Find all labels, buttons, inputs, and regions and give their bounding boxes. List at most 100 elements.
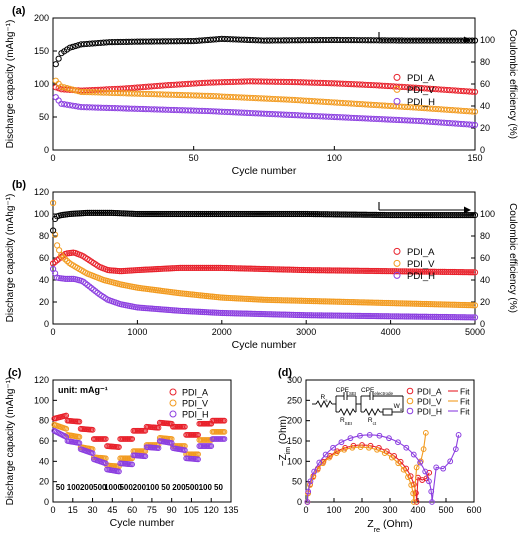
data-point — [356, 211, 364, 218]
data-point — [158, 265, 166, 272]
data-point — [346, 298, 353, 306]
data-point — [336, 298, 343, 305]
data-point — [381, 313, 388, 320]
data-point — [231, 265, 238, 272]
data-point — [389, 300, 396, 307]
data-point — [389, 212, 396, 219]
data-point — [348, 298, 355, 306]
x-axis-label: Cycle number — [232, 165, 297, 177]
data-point — [467, 269, 475, 276]
data-point — [437, 301, 444, 308]
data-point — [423, 268, 430, 275]
data-point — [268, 296, 275, 304]
data-point — [411, 268, 418, 275]
data-point — [320, 312, 327, 319]
data-point — [379, 211, 386, 219]
data-point — [362, 211, 370, 218]
data-point — [122, 267, 129, 274]
data-point — [421, 212, 428, 219]
data-point — [413, 212, 420, 219]
data-point — [75, 88, 82, 95]
data-point — [465, 269, 473, 276]
data-point — [251, 265, 259, 272]
data-point — [245, 295, 253, 303]
data-point — [130, 210, 137, 217]
data-point — [344, 211, 351, 218]
data-point — [249, 296, 257, 303]
warburg-element — [382, 408, 393, 416]
data-point — [407, 473, 414, 480]
data-point — [140, 304, 148, 312]
data-point — [129, 436, 136, 442]
data-point — [407, 300, 414, 307]
data-point — [191, 210, 198, 218]
data-point — [463, 314, 471, 321]
data-point — [333, 450, 340, 456]
data-point — [356, 312, 364, 320]
data-point — [189, 291, 196, 298]
data-point — [225, 294, 232, 302]
data-point — [70, 210, 77, 217]
data-point — [387, 211, 394, 219]
data-point — [142, 210, 150, 218]
data-point — [347, 435, 354, 442]
data-point — [211, 264, 218, 271]
data-point — [294, 311, 301, 319]
data-point — [132, 267, 139, 274]
data-point — [75, 42, 82, 49]
data-point — [61, 84, 68, 91]
data-point — [443, 268, 450, 276]
data-point — [417, 459, 424, 466]
data-point — [439, 212, 446, 219]
data-point — [183, 290, 190, 298]
data-point — [215, 309, 222, 316]
data-point — [419, 212, 426, 219]
data-point — [205, 264, 212, 271]
data-point — [249, 265, 257, 272]
data-point — [409, 313, 416, 320]
data-point — [146, 266, 154, 273]
data-point — [288, 266, 295, 273]
data-point — [423, 300, 430, 308]
data-point — [197, 292, 204, 299]
data-point — [140, 266, 148, 273]
data-point — [437, 212, 444, 219]
data-point — [366, 299, 374, 306]
data-point — [427, 313, 434, 320]
data-point — [431, 301, 438, 308]
data-point — [300, 210, 307, 218]
data-point — [374, 446, 380, 453]
data-point — [201, 264, 208, 271]
data-point — [372, 313, 380, 320]
data-point — [245, 265, 253, 272]
data-point — [375, 267, 382, 275]
data-point — [268, 210, 275, 218]
data-point — [405, 313, 412, 320]
data-point — [124, 210, 131, 217]
y-axis-label: Discharge capacity (mAhg⁻¹) — [5, 194, 16, 323]
data-point — [469, 121, 476, 128]
data-point — [245, 210, 253, 218]
data-point — [213, 293, 220, 301]
data-point — [370, 211, 378, 218]
data-point — [409, 300, 416, 307]
data-point — [383, 313, 390, 320]
data-point — [191, 308, 198, 315]
data-point — [195, 432, 201, 438]
data-point — [467, 314, 475, 321]
data-point — [465, 302, 473, 309]
data-point — [426, 469, 433, 476]
data-point — [431, 268, 438, 275]
data-point — [314, 211, 321, 218]
legend-label: PDI_H — [182, 410, 209, 420]
data-point — [209, 309, 216, 316]
data-point — [181, 447, 188, 454]
data-point — [381, 299, 388, 307]
data-point — [276, 266, 283, 273]
data-point — [426, 478, 432, 485]
data-point — [72, 210, 79, 217]
y-tick-label: 120 — [34, 187, 49, 197]
data-point — [395, 313, 402, 320]
arrow-head — [464, 206, 471, 214]
data-point — [163, 265, 170, 272]
